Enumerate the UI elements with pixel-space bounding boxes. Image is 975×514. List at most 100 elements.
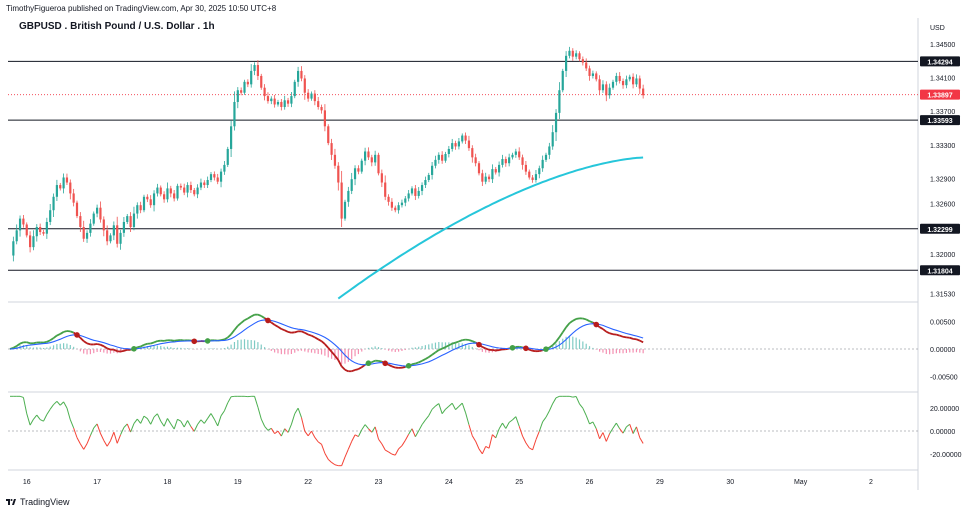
macd-line-segment xyxy=(79,337,85,342)
macd-line-segment xyxy=(307,333,312,337)
rsi-line-segment xyxy=(183,420,188,428)
rsi-line-segment xyxy=(371,426,376,433)
rsi-line-segment xyxy=(629,424,634,434)
macd-line-segment xyxy=(140,344,145,348)
macd-line-segment xyxy=(485,347,490,351)
candle-body xyxy=(390,201,393,208)
candle-body xyxy=(12,241,15,256)
macd-line-segment xyxy=(568,320,574,324)
macd-line-segment xyxy=(83,340,88,345)
rsi-line-segment xyxy=(203,418,209,424)
attribution-text: TimothyFigueroa published on TradingView… xyxy=(6,4,277,13)
macd-line-segment xyxy=(448,342,453,347)
rsi-line-segment xyxy=(297,407,302,418)
rsi-line-segment xyxy=(622,426,627,434)
rsi-line-segment xyxy=(136,418,142,424)
candle-body xyxy=(591,73,594,76)
rsi-line-segment xyxy=(66,407,71,420)
candle-body xyxy=(615,75,618,82)
rsi-line-segment xyxy=(357,429,363,437)
rsi-tick-label: -20.00000 xyxy=(930,452,962,459)
macd-line-segment xyxy=(324,343,329,349)
candle-body xyxy=(400,202,404,206)
candle-body xyxy=(223,164,226,172)
candle-body xyxy=(598,79,601,91)
candle-body xyxy=(142,196,146,211)
macd-line-segment xyxy=(56,333,61,337)
candle-body xyxy=(92,213,95,224)
rsi-line-segment xyxy=(535,431,540,440)
macd-line-segment xyxy=(49,337,55,342)
candle-body xyxy=(149,199,152,206)
rsi-line-segment xyxy=(163,418,168,427)
candle-body xyxy=(608,87,611,96)
macd-line-segment xyxy=(357,366,363,370)
x-tick-label: 24 xyxy=(445,479,453,486)
rsi-line-segment xyxy=(538,421,544,432)
rsi-line-segment xyxy=(542,416,547,423)
rsi-line-segment xyxy=(599,432,604,439)
macd-line-segment xyxy=(451,341,456,345)
candle-body xyxy=(173,193,176,199)
macd-line-segment xyxy=(575,317,580,320)
rsi-line-segment xyxy=(528,447,533,451)
rsi-line-segment xyxy=(213,418,219,427)
candle-body xyxy=(256,65,259,76)
candle-body xyxy=(18,218,22,231)
chart-title: GBPUSD . British Pound / U.S. Dollar . 1… xyxy=(19,21,215,32)
candle-body xyxy=(213,174,216,178)
rsi-line-segment xyxy=(374,426,379,440)
macd-line-segment xyxy=(237,322,242,327)
macd-cross-dot xyxy=(131,346,137,352)
x-tick-label: 23 xyxy=(375,479,383,486)
candle-body xyxy=(347,190,350,202)
rsi-line-segment xyxy=(639,437,644,444)
macd-line-segment xyxy=(86,342,91,346)
macd-line-segment xyxy=(415,361,419,365)
candle-body xyxy=(189,185,192,191)
candle-body xyxy=(474,157,477,164)
macd-line-segment xyxy=(103,345,108,350)
macd-line-segment xyxy=(33,341,37,345)
tradingview-logo[interactable]: TradingView xyxy=(6,497,70,507)
candle-body xyxy=(477,163,481,174)
candle-body xyxy=(558,90,561,113)
candle-body xyxy=(283,100,286,108)
rsi-line-segment xyxy=(217,415,222,427)
macd-cross-dot xyxy=(265,317,271,324)
candle-body xyxy=(514,151,517,155)
rsi-line-segment xyxy=(595,428,601,439)
macd-line-segment xyxy=(548,344,554,349)
candle-body xyxy=(364,151,367,161)
candle-body xyxy=(307,92,310,99)
rsi-line-segment xyxy=(280,428,286,437)
candle-body xyxy=(565,55,568,71)
macd-line-segment xyxy=(639,339,644,344)
rsi-line-segment xyxy=(364,424,369,430)
rsi-line-segment xyxy=(300,417,306,432)
candle-body xyxy=(49,210,52,222)
macd-line-segment xyxy=(421,358,426,362)
rsi-line-segment xyxy=(435,403,440,407)
macd-line-segment xyxy=(609,332,614,336)
candle-body xyxy=(203,182,206,186)
macd-line-segment xyxy=(100,343,105,348)
macd-line-segment xyxy=(294,330,299,334)
candle-body xyxy=(102,219,105,231)
macd-cross-dot xyxy=(382,360,389,367)
macd-line-segment xyxy=(19,341,24,345)
macd-line-segment xyxy=(471,340,477,344)
candle-body xyxy=(642,88,645,96)
candle-body xyxy=(15,230,18,242)
rsi-line-segment xyxy=(344,448,349,458)
rsi-line-segment xyxy=(582,407,587,416)
rsi-line-segment xyxy=(572,395,577,398)
macd-line-segment xyxy=(558,331,564,338)
price-tick-label: 1.34100 xyxy=(930,76,955,83)
rsi-line-segment xyxy=(589,421,594,425)
candle-body xyxy=(367,151,370,158)
macd-line-segment xyxy=(498,348,503,352)
candle-body xyxy=(498,164,501,173)
rsi-line-segment xyxy=(33,414,38,420)
